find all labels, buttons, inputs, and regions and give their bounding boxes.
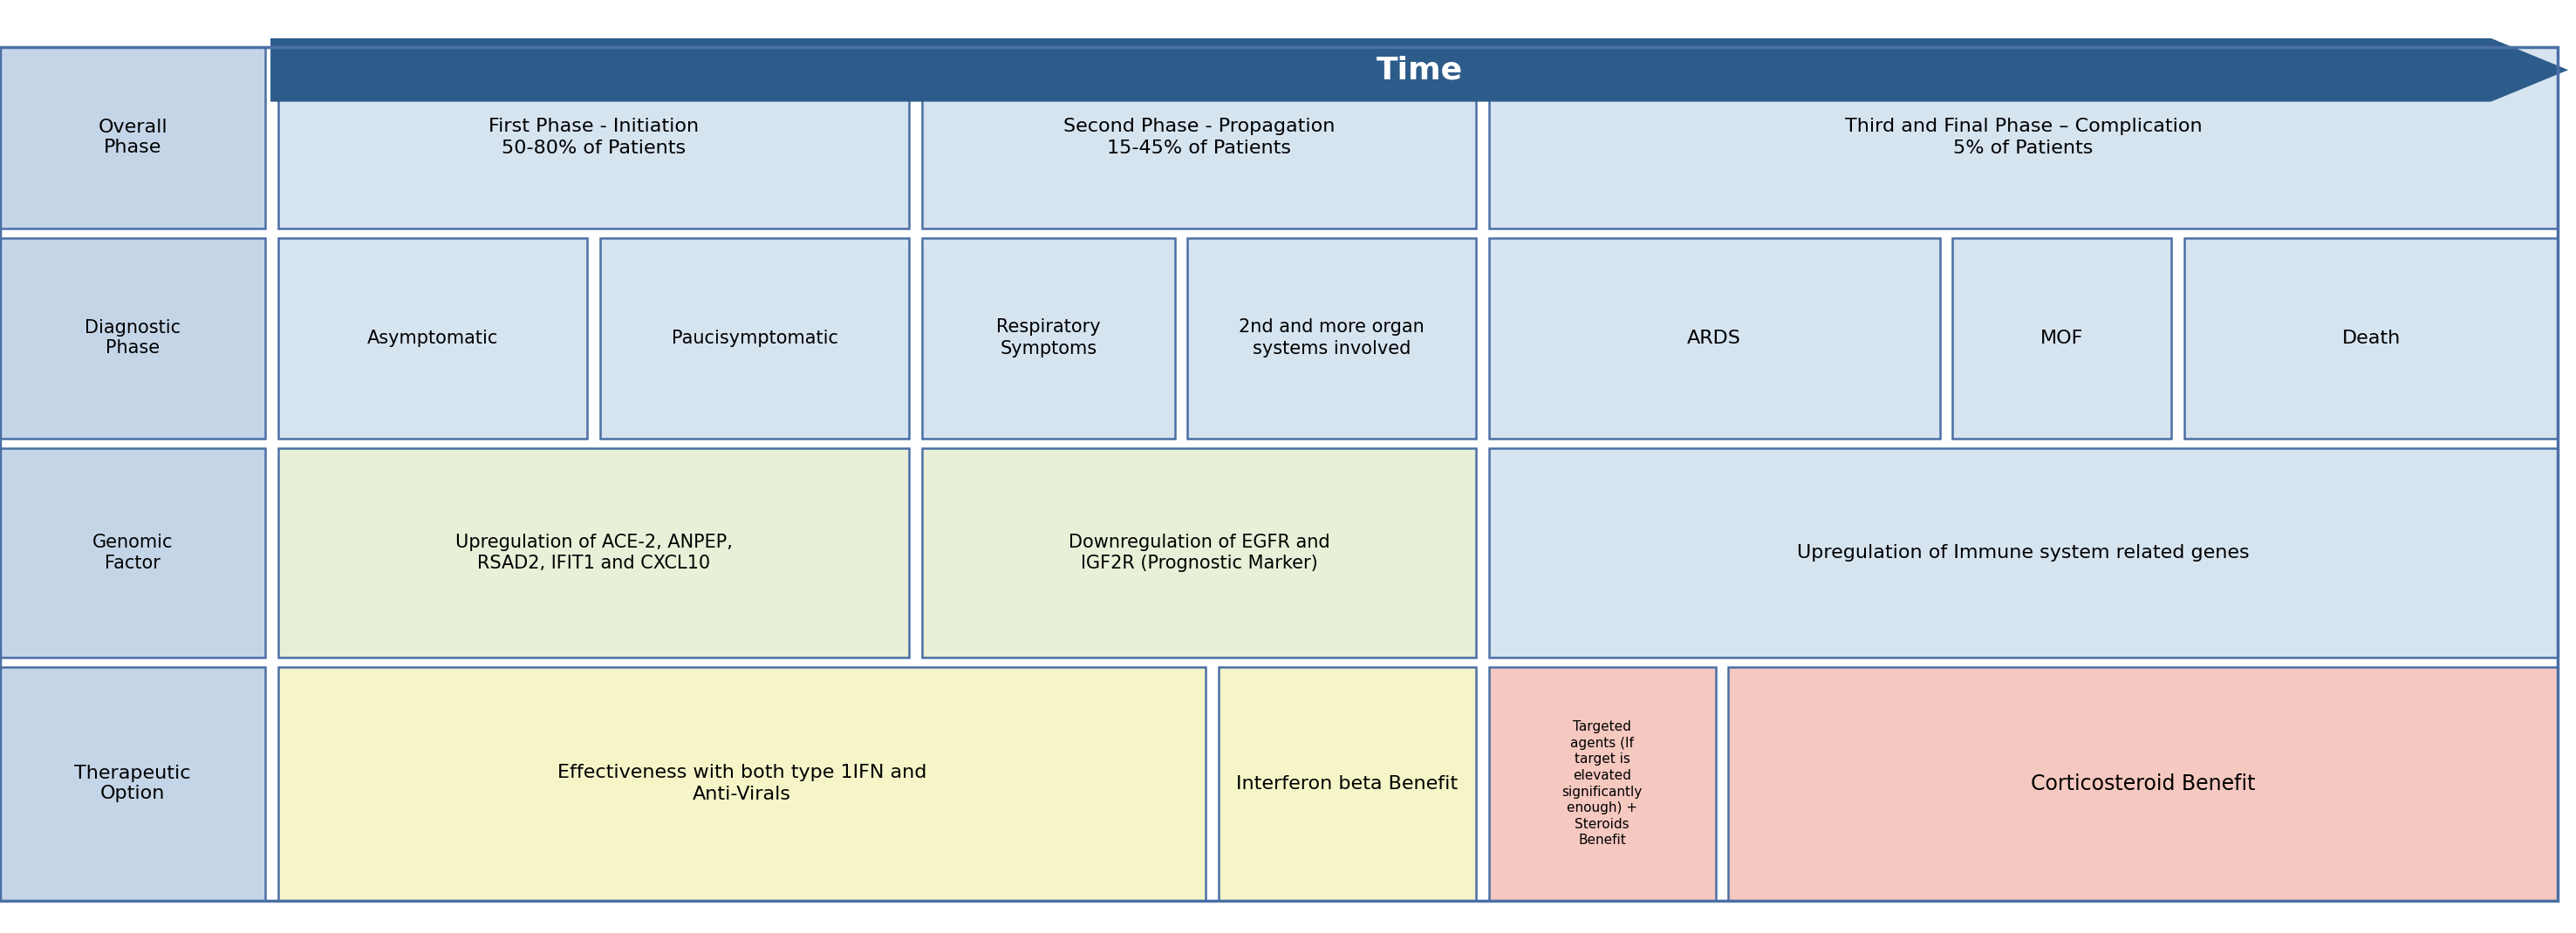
FancyBboxPatch shape (1728, 667, 2558, 900)
FancyBboxPatch shape (0, 448, 265, 658)
FancyBboxPatch shape (922, 448, 1476, 658)
Text: Downregulation of EGFR and
IGF2R (Prognostic Marker): Downregulation of EGFR and IGF2R (Progno… (1069, 534, 1329, 572)
FancyBboxPatch shape (922, 47, 1476, 229)
FancyBboxPatch shape (1489, 448, 2558, 658)
Text: Therapeutic
Option: Therapeutic Option (75, 765, 191, 802)
Polygon shape (270, 38, 2568, 102)
Text: MOF: MOF (2040, 329, 2084, 347)
Text: Respiratory
Symptoms: Respiratory Symptoms (997, 319, 1100, 357)
FancyBboxPatch shape (1188, 238, 1476, 439)
FancyBboxPatch shape (278, 238, 587, 439)
Text: Interferon beta Benefit: Interferon beta Benefit (1236, 775, 1458, 792)
FancyBboxPatch shape (922, 238, 1175, 439)
FancyBboxPatch shape (1489, 667, 1716, 900)
Text: Overall
Phase: Overall Phase (98, 118, 167, 157)
FancyBboxPatch shape (1489, 238, 1940, 439)
FancyBboxPatch shape (278, 47, 909, 229)
Text: Asymptomatic: Asymptomatic (368, 329, 497, 347)
FancyBboxPatch shape (600, 238, 909, 439)
Text: Effectiveness with both type 1IFN and
Anti-Virals: Effectiveness with both type 1IFN and An… (556, 764, 927, 803)
FancyBboxPatch shape (0, 238, 265, 439)
Text: First Phase - Initiation
50-80% of Patients: First Phase - Initiation 50-80% of Patie… (489, 118, 698, 157)
Text: 2nd and more organ
systems involved: 2nd and more organ systems involved (1239, 319, 1425, 357)
Text: Upregulation of ACE-2, ANPEP,
RSAD2, IFIT1 and CXCL10: Upregulation of ACE-2, ANPEP, RSAD2, IFI… (456, 534, 732, 572)
FancyBboxPatch shape (278, 448, 909, 658)
FancyBboxPatch shape (1489, 47, 2558, 229)
Text: Genomic
Factor: Genomic Factor (93, 534, 173, 572)
FancyBboxPatch shape (0, 667, 265, 900)
Text: Third and Final Phase – Complication
5% of Patients: Third and Final Phase – Complication 5% … (1844, 118, 2202, 157)
FancyBboxPatch shape (1218, 667, 1476, 900)
Text: ARDS: ARDS (1687, 329, 1741, 347)
Text: Corticosteroid Benefit: Corticosteroid Benefit (2030, 773, 2257, 794)
Text: Paucisymptomatic: Paucisymptomatic (672, 329, 837, 347)
Text: Time: Time (1376, 55, 1463, 85)
Text: Targeted
agents (If
target is
elevated
significantly
enough) +
Steroids
Benefit: Targeted agents (If target is elevated s… (1561, 720, 1643, 847)
Text: Second Phase - Propagation
15-45% of Patients: Second Phase - Propagation 15-45% of Pat… (1064, 118, 1334, 157)
Text: Diagnostic
Phase: Diagnostic Phase (85, 319, 180, 357)
Text: Upregulation of Immune system related genes: Upregulation of Immune system related ge… (1798, 544, 2249, 562)
FancyBboxPatch shape (278, 667, 1206, 900)
Text: Death: Death (2342, 329, 2401, 347)
FancyBboxPatch shape (0, 47, 265, 229)
FancyBboxPatch shape (2184, 238, 2558, 439)
FancyBboxPatch shape (1953, 238, 2172, 439)
